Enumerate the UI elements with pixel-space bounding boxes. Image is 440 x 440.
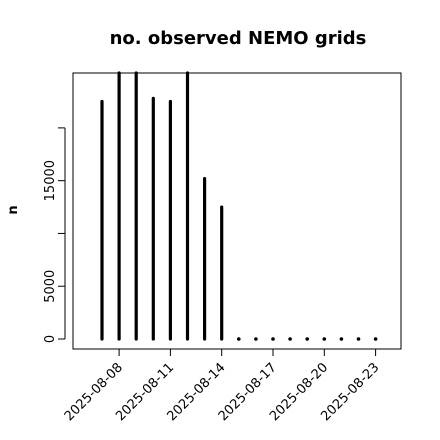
y-tick-label-0: 0 — [43, 335, 58, 343]
bar-2025-08-22 — [356, 337, 361, 341]
bar-2025-08-16 — [254, 337, 258, 341]
bar-2025-08-17 — [271, 337, 275, 341]
bar-2025-08-20 — [322, 337, 327, 341]
plot-frame — [72, 72, 402, 350]
y-axis-label: n — [6, 205, 21, 214]
bar-2025-08-21 — [339, 337, 344, 341]
bar-2025-08-19 — [305, 337, 310, 341]
y-tick-label-5000: 5000 — [43, 270, 58, 303]
chart-title: no. observed NEMO grids — [110, 28, 367, 49]
y-tick-label-15000: 15000 — [43, 160, 58, 201]
bar-2025-08-23 — [373, 337, 378, 341]
bars — [100, 71, 378, 341]
x-axis: 2025-08-082025-08-112025-08-142025-08-17… — [62, 348, 382, 424]
bar-2025-08-18 — [288, 337, 292, 341]
y-axis: 0 5000 15000 — [43, 127, 66, 343]
bar-2025-08-15 — [237, 337, 241, 341]
